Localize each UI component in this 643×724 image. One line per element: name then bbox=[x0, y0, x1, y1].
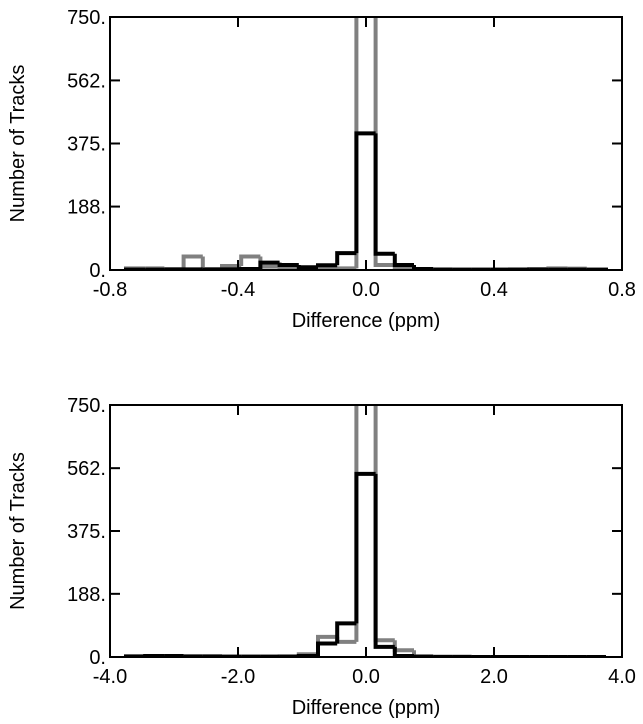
y-tick-label: 0. bbox=[89, 260, 106, 282]
histogram-bin bbox=[335, 636, 357, 644]
x-tick-label: 0.0 bbox=[352, 279, 380, 301]
histogram-bin bbox=[296, 264, 318, 270]
histogram-bin bbox=[239, 254, 261, 266]
x-tick-label: 0.0 bbox=[352, 666, 380, 688]
y-tick-label: 188. bbox=[67, 197, 106, 219]
axes-frame bbox=[109, 404, 623, 658]
x-tick-label: 4.0 bbox=[608, 666, 636, 688]
x-tick-label: -0.4 bbox=[221, 279, 255, 301]
histogram-bin bbox=[392, 253, 414, 267]
x-axis-label: Difference (ppm) bbox=[292, 310, 441, 332]
plot-area bbox=[124, 17, 608, 270]
histogram-bin bbox=[316, 263, 338, 268]
histogram-bin bbox=[181, 254, 203, 269]
x-tick-label: -2.0 bbox=[221, 666, 255, 688]
histogram-bin bbox=[335, 621, 357, 644]
y-tick-label: 750. bbox=[67, 7, 106, 29]
x-tick-label: 0.4 bbox=[480, 279, 508, 301]
histogram-bin bbox=[392, 646, 414, 657]
histogram-bin bbox=[373, 17, 395, 267]
x-tick-label: -0.8 bbox=[93, 279, 127, 301]
histogram-bin bbox=[392, 640, 414, 653]
y-tick-label: 188. bbox=[67, 584, 106, 606]
histogram-bin bbox=[373, 133, 395, 256]
histogram-bin bbox=[412, 264, 434, 270]
axes-frame bbox=[109, 16, 623, 271]
histogram-bin bbox=[316, 634, 338, 655]
histogram-bin bbox=[258, 260, 280, 269]
y-tick-label: 562. bbox=[67, 458, 106, 480]
histogram-bin bbox=[277, 262, 299, 267]
histogram-bin bbox=[373, 473, 395, 649]
histogram-bin bbox=[354, 17, 359, 269]
histogram-bin bbox=[354, 471, 376, 624]
y-tick-label: 375. bbox=[67, 134, 106, 156]
y-tick-label: 562. bbox=[67, 70, 106, 92]
histogram-bin bbox=[200, 256, 222, 270]
y-axis-label: Number of Tracks bbox=[7, 452, 29, 610]
x-tick-label: 2.0 bbox=[480, 666, 508, 688]
y-axis-label: Number of Tracks bbox=[7, 65, 29, 223]
x-axis-label: Difference (ppm) bbox=[292, 697, 441, 719]
histogram-bin bbox=[316, 641, 338, 656]
y-tick-label: 750. bbox=[67, 395, 106, 417]
y-tick-label: 0. bbox=[89, 647, 106, 669]
histogram-bin bbox=[335, 251, 357, 266]
y-tick-label: 375. bbox=[67, 521, 106, 543]
x-tick-label: -4.0 bbox=[93, 666, 127, 688]
histogram-bin bbox=[335, 266, 357, 270]
histogram-bin bbox=[277, 266, 299, 270]
x-tick-label: 0.8 bbox=[608, 279, 636, 301]
histogram-bin bbox=[354, 131, 376, 254]
